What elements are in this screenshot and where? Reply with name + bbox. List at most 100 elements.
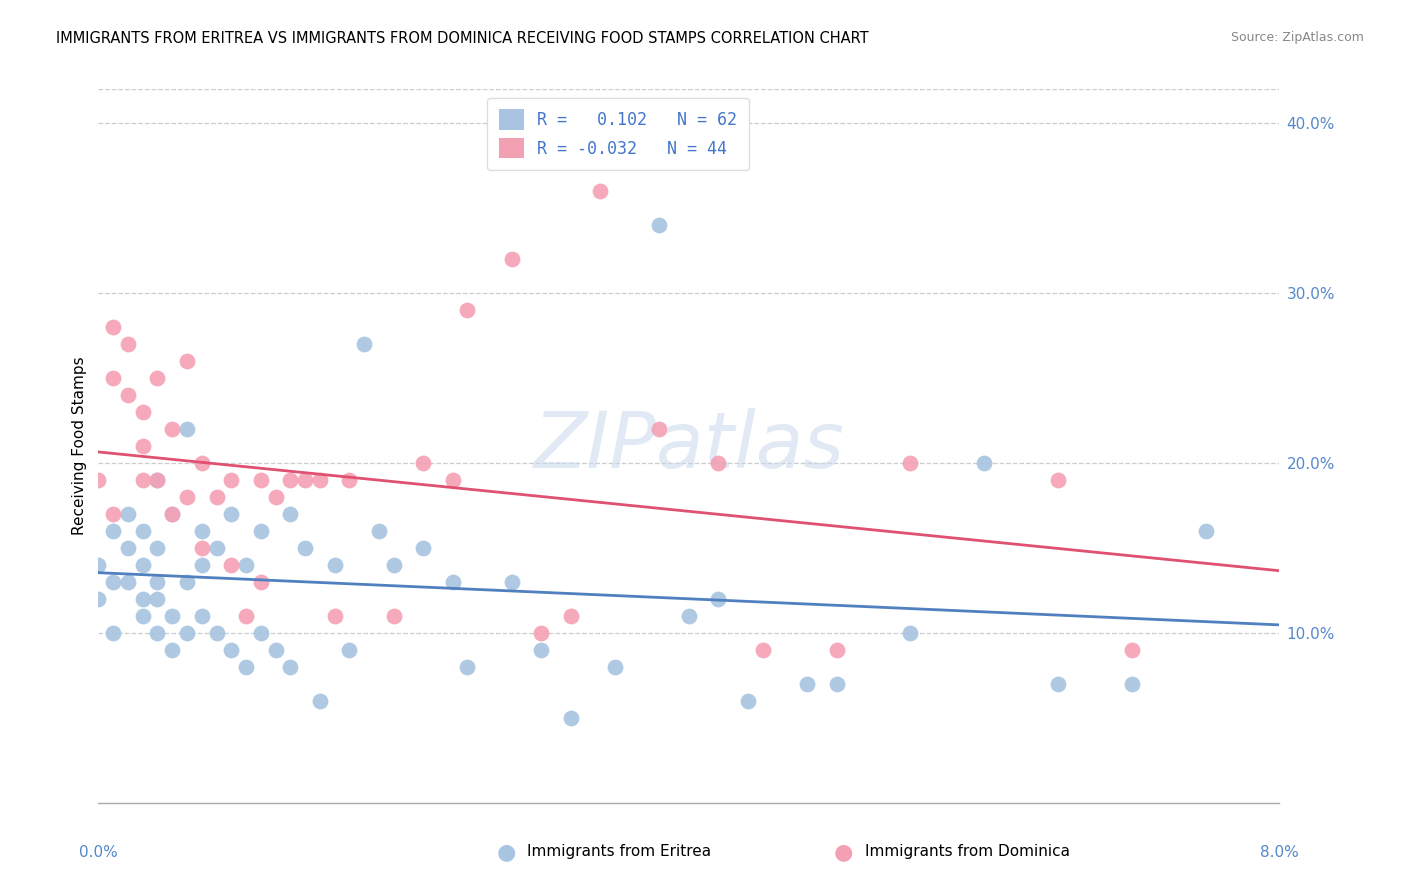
Point [501,574,523,589]
Point [132,405,155,419]
Point [103,574,125,589]
Point [278,660,302,674]
Legend: R =   0.102   N = 62, R = -0.032   N = 44: R = 0.102 N = 62, R = -0.032 N = 44 [488,97,749,169]
Point [235,660,257,674]
Point [117,337,139,351]
Point [146,574,169,589]
Point [250,473,273,487]
Point [132,591,155,606]
Point [648,218,671,232]
Point [751,643,773,657]
Point [308,473,332,487]
Point [456,303,478,318]
Point [382,558,405,572]
Point [146,541,169,555]
Point [382,608,405,623]
Point [1046,473,1069,487]
Point [205,626,228,640]
Point [103,524,125,538]
Point [176,354,198,368]
Point [278,507,302,521]
Point [146,473,169,487]
Point [103,626,125,640]
Text: ●: ● [496,842,516,862]
Point [132,608,155,623]
Point [103,371,125,385]
Point [560,608,582,623]
Point [162,643,183,657]
Point [176,574,198,589]
Point [162,608,183,623]
Point [191,541,214,555]
Text: Immigrants from Dominica: Immigrants from Dominica [865,845,1070,859]
Point [825,643,848,657]
Point [825,677,848,691]
Point [146,591,169,606]
Point [308,694,332,708]
Point [235,558,257,572]
Point [117,507,139,521]
Point [219,558,242,572]
Point [146,371,169,385]
Point [707,456,730,470]
Point [1121,677,1143,691]
Text: ZIPatlas: ZIPatlas [533,408,845,484]
Point [117,388,139,402]
Point [132,524,155,538]
Point [278,473,302,487]
Point [353,337,375,351]
Point [162,507,183,521]
Point [162,507,183,521]
Point [530,643,553,657]
Text: ●: ● [834,842,853,862]
Point [117,574,139,589]
Text: IMMIGRANTS FROM ERITREA VS IMMIGRANTS FROM DOMINICA RECEIVING FOOD STAMPS CORREL: IMMIGRANTS FROM ERITREA VS IMMIGRANTS FR… [56,31,869,46]
Point [146,626,169,640]
Point [1046,677,1069,691]
Point [973,456,995,470]
Point [103,507,125,521]
Point [412,541,434,555]
Point [501,252,523,266]
Point [323,558,346,572]
Text: Immigrants from Eritrea: Immigrants from Eritrea [527,845,711,859]
Point [678,608,700,623]
Point [250,626,273,640]
Point [707,591,730,606]
Point [737,694,759,708]
Point [1194,524,1216,538]
Point [337,643,360,657]
Point [146,473,169,487]
Point [530,626,553,640]
Point [605,660,627,674]
Point [250,574,273,589]
Point [219,507,242,521]
Point [900,626,922,640]
Point [176,626,198,640]
Point [103,320,125,334]
Point [219,643,242,657]
Point [367,524,389,538]
Point [162,422,183,436]
Text: Source: ZipAtlas.com: Source: ZipAtlas.com [1230,31,1364,45]
Point [176,422,198,436]
Point [132,439,155,453]
Point [87,473,110,487]
Point [191,608,214,623]
Point [235,608,257,623]
Point [264,643,287,657]
Point [250,524,273,538]
Point [456,660,478,674]
Point [176,490,198,504]
Point [132,473,155,487]
Point [900,456,922,470]
Point [87,591,110,606]
Point [117,541,139,555]
Point [441,473,464,487]
Point [648,422,671,436]
Point [589,184,612,198]
Point [294,473,316,487]
Point [560,711,582,725]
Point [412,456,434,470]
Point [219,473,242,487]
